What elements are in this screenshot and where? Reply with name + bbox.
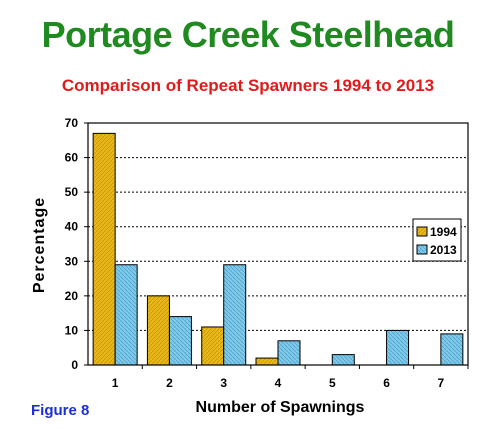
gridlines — [88, 157, 468, 331]
bar-2013-7 — [440, 333, 464, 366]
y-tick-label: 60 — [65, 151, 79, 165]
figure-label: Figure 8 — [31, 402, 90, 419]
page-title: Portage Creek Steelhead — [41, 14, 455, 55]
axes — [84, 122, 469, 369]
y-axis-label: Percentage — [31, 196, 48, 294]
y-tick-label: 40 — [65, 220, 79, 234]
legend: 1994 2013 — [412, 218, 462, 262]
legend-label-2013: 2013 — [430, 243, 457, 257]
chart-subtitle: Comparison of Repeat Spawners 1994 to 20… — [61, 76, 435, 95]
bar-2013-4 — [277, 340, 301, 366]
bar-2013-6 — [386, 329, 410, 366]
y-tick-label: 30 — [65, 254, 79, 268]
y-tick-label: 20 — [65, 289, 79, 303]
bar-1994-3 — [201, 326, 225, 366]
x-tick-label: 6 — [383, 376, 390, 390]
x-tick-label: 2 — [166, 376, 173, 390]
x-tick-label: 5 — [329, 376, 336, 390]
x-axis-label: Number of Spawnings — [195, 399, 365, 416]
bar-1994-2 — [146, 295, 170, 366]
legend-swatch-1994 — [416, 226, 428, 237]
x-tick-label: 4 — [275, 376, 282, 390]
x-tick-label: 3 — [220, 376, 227, 390]
bar-2013-3 — [223, 264, 247, 366]
legend-swatch-2013 — [416, 244, 428, 255]
x-tick-label: 7 — [438, 376, 445, 390]
y-tick-label: 70 — [65, 116, 79, 130]
legend-label-1994: 1994 — [430, 225, 457, 239]
x-tick-label: 1 — [112, 376, 119, 390]
y-tick-label: 10 — [65, 323, 79, 337]
bar-2013-5 — [331, 354, 355, 366]
bar-2013-1 — [114, 264, 138, 366]
bars — [92, 132, 464, 366]
y-tick-label: 0 — [71, 358, 78, 372]
bar-1994-1 — [92, 132, 116, 366]
plot-area-border — [87, 122, 469, 366]
bar-1994-4 — [255, 357, 279, 366]
bar-2013-2 — [168, 316, 192, 366]
y-tick-label: 50 — [65, 185, 79, 199]
